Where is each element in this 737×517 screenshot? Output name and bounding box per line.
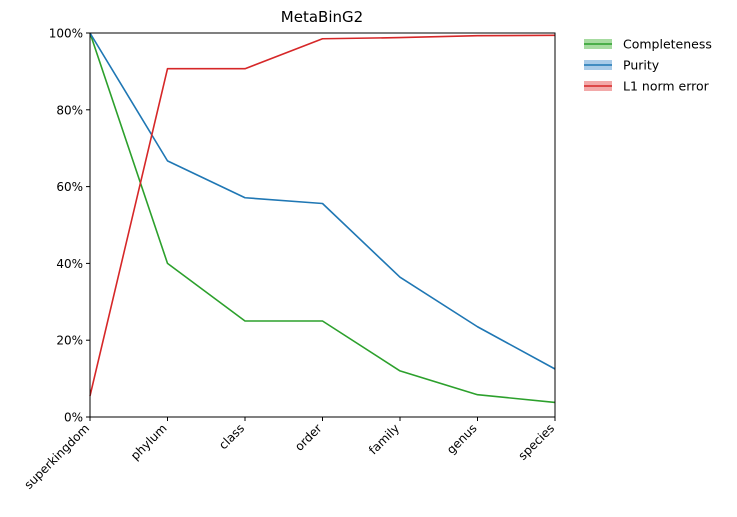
series-line bbox=[89, 34, 556, 397]
legend-label: Purity bbox=[623, 58, 660, 73]
y-tick-label: 20% bbox=[56, 334, 83, 348]
x-tick-label: family bbox=[366, 421, 402, 457]
x-tick-label: genus bbox=[444, 421, 480, 457]
legend: Completeness Purity L1 norm error bbox=[584, 37, 712, 94]
y-tick-label: 100% bbox=[49, 27, 83, 41]
y-tick-label: 40% bbox=[56, 257, 83, 271]
series-layer bbox=[89, 32, 556, 404]
chart-title: MetaBinG2 bbox=[281, 8, 363, 26]
y-tick-label: 0% bbox=[64, 411, 83, 425]
series-line bbox=[89, 32, 556, 404]
plot-frame bbox=[89, 32, 556, 418]
legend-label: Completeness bbox=[623, 37, 712, 52]
x-tick-label: species bbox=[516, 421, 558, 463]
y-tick-label: 80% bbox=[56, 103, 83, 117]
y-axis: 0% 20% 40% 60% 80% 100% bbox=[49, 27, 90, 425]
x-tick-label: class bbox=[216, 421, 247, 452]
x-tick-label: order bbox=[292, 421, 325, 454]
x-axis: superkingdom phylum class order family genus s… bbox=[21, 417, 557, 492]
series-line bbox=[89, 32, 556, 370]
x-tick-label: phylum bbox=[128, 421, 170, 463]
legend-label: L1 norm error bbox=[623, 79, 710, 94]
x-tick-label: superkingdom bbox=[21, 421, 92, 492]
y-tick-label: 60% bbox=[56, 180, 83, 194]
